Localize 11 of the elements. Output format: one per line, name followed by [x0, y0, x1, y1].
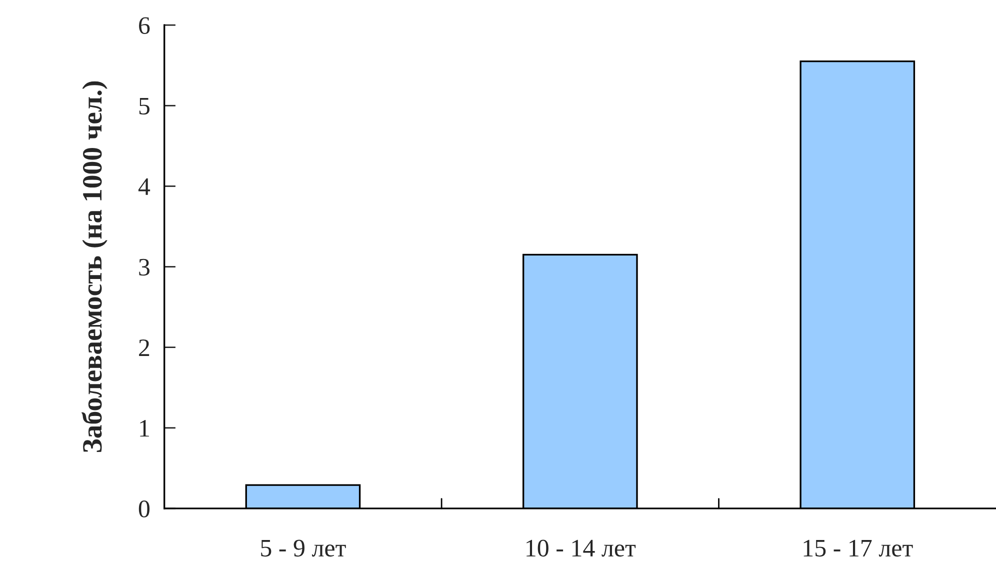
x-tick-label: 10 - 14 лет: [526, 540, 636, 557]
x-tick-label: 15 - 17 лет: [804, 540, 913, 557]
y-tick-label: 4: [138, 178, 150, 195]
y-axis-title: Заболеваемость (на 1000 чел.): [82, 81, 108, 452]
y-tick-label: 3: [139, 258, 150, 276]
y-tick-label: 0: [138, 500, 150, 518]
y-tick-label: 1: [140, 420, 149, 437]
y-tick-label: 6: [139, 17, 150, 34]
x-tick-label: 5 - 9 лет: [261, 540, 346, 557]
y-tick-label: 5: [139, 98, 150, 115]
y-tick-label: 2: [139, 339, 150, 356]
